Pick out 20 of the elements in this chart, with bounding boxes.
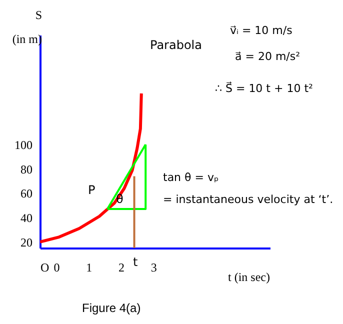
text: t <box>133 255 138 269</box>
x-tick-label: 3 <box>150 260 157 274</box>
annotation: ∴ S⃗ = 10 t + 10 t² <box>215 80 313 95</box>
y-tick-label: 80 <box>20 162 32 176</box>
x-tick-label: 2 <box>118 260 124 274</box>
y-tick-label: 100 <box>14 138 32 152</box>
annotation: Parabola <box>150 38 202 52</box>
annotation: v⃗ᵢ = 10 m/s <box>230 24 293 37</box>
y-tick-label: 60 <box>20 186 32 201</box>
x-tick-label: 0 <box>54 260 60 274</box>
y-tick-label: 20 <box>20 235 32 250</box>
x-axis-title: t (in sec) <box>228 270 270 284</box>
annotation: tan θ = vₚ <box>163 171 219 184</box>
caption: Figure 4(a) <box>82 301 141 315</box>
annotation: = instantaneous velocity at ‘t’. <box>163 193 334 206</box>
x-tick-label: 1 <box>86 260 92 274</box>
x-tick-label: O <box>40 260 50 274</box>
annotation: P <box>88 183 96 197</box>
y-tick-label: 40 <box>20 211 32 226</box>
annotation: a⃗ = 20 m/s² <box>234 50 300 63</box>
